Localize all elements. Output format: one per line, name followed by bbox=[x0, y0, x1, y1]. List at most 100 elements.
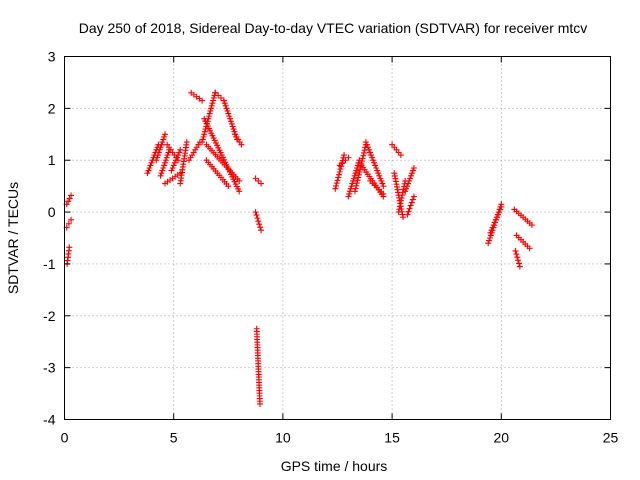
data-point bbox=[404, 183, 411, 190]
data-point bbox=[380, 190, 387, 197]
data-point bbox=[345, 154, 352, 161]
x-tick-label: 5 bbox=[170, 430, 178, 446]
data-point bbox=[207, 107, 214, 114]
data-point bbox=[342, 157, 349, 164]
data-point bbox=[161, 131, 168, 138]
data-point bbox=[218, 94, 225, 101]
data-point bbox=[252, 209, 259, 216]
x-tick-label: 20 bbox=[494, 430, 510, 446]
data-point bbox=[372, 162, 379, 169]
data-point bbox=[170, 162, 177, 169]
data-point bbox=[410, 193, 417, 200]
data-point bbox=[236, 188, 243, 195]
data-point bbox=[255, 218, 262, 225]
data-point bbox=[516, 263, 523, 270]
data-point bbox=[397, 152, 404, 159]
data-point bbox=[208, 102, 215, 109]
data-point bbox=[201, 128, 208, 135]
data-point bbox=[335, 174, 342, 181]
data-point bbox=[175, 152, 182, 159]
data-point bbox=[223, 105, 230, 112]
data-point bbox=[379, 180, 386, 187]
data-point bbox=[157, 172, 164, 179]
data-point bbox=[252, 175, 259, 182]
data-point bbox=[365, 146, 372, 153]
data-point bbox=[352, 185, 359, 192]
data-point bbox=[528, 222, 535, 229]
data-point bbox=[407, 175, 414, 182]
data-point bbox=[486, 235, 493, 241]
data-point bbox=[163, 154, 170, 161]
data-point bbox=[362, 139, 369, 146]
data-point bbox=[355, 171, 362, 178]
data-point bbox=[210, 94, 217, 101]
grid bbox=[64, 56, 611, 420]
y-tick-label: -4 bbox=[43, 412, 56, 428]
data-point bbox=[226, 113, 233, 120]
data-point bbox=[221, 100, 228, 107]
data-point bbox=[158, 170, 165, 177]
data-point bbox=[258, 227, 265, 234]
data-point bbox=[160, 164, 167, 171]
data-point bbox=[498, 203, 505, 210]
data-point bbox=[355, 159, 362, 166]
data-point bbox=[147, 162, 154, 169]
data-point bbox=[256, 221, 263, 228]
data-point bbox=[399, 192, 406, 199]
data-point bbox=[405, 208, 412, 215]
data-point bbox=[400, 214, 407, 221]
data-point bbox=[146, 164, 153, 171]
data-point bbox=[402, 188, 409, 195]
x-tick-label: 0 bbox=[61, 430, 69, 446]
data-point bbox=[360, 149, 367, 156]
data-point bbox=[351, 172, 358, 179]
data-point bbox=[202, 126, 209, 133]
data-point bbox=[363, 141, 370, 148]
data-point bbox=[407, 202, 414, 209]
data-point bbox=[144, 170, 151, 177]
data-point bbox=[333, 182, 340, 189]
data-point bbox=[378, 177, 385, 184]
data-point bbox=[258, 180, 265, 187]
data-point bbox=[352, 170, 359, 177]
x-axis-label: GPS time / hours bbox=[281, 458, 388, 474]
data-point bbox=[339, 159, 346, 166]
data-point bbox=[353, 167, 360, 174]
data-points bbox=[63, 89, 535, 407]
data-point bbox=[491, 219, 498, 226]
data-point bbox=[230, 126, 237, 133]
data-point bbox=[254, 215, 261, 222]
data-point bbox=[210, 97, 217, 104]
x-tick-label: 15 bbox=[384, 430, 400, 446]
data-point bbox=[485, 240, 492, 247]
data-point bbox=[68, 192, 75, 199]
data-point bbox=[161, 133, 168, 140]
data-point bbox=[487, 229, 494, 236]
y-tick-label: 2 bbox=[48, 100, 56, 116]
data-point bbox=[380, 183, 387, 190]
data-point bbox=[224, 107, 231, 114]
data-point bbox=[332, 185, 339, 192]
data-point bbox=[199, 136, 206, 143]
data-point bbox=[229, 123, 236, 130]
data-point bbox=[489, 224, 496, 231]
data-point bbox=[396, 206, 403, 213]
data-point bbox=[341, 152, 348, 159]
data-point bbox=[371, 159, 378, 166]
data-point bbox=[408, 170, 415, 177]
data-point bbox=[66, 195, 73, 202]
data-point bbox=[225, 183, 232, 190]
data-point bbox=[154, 154, 161, 161]
data-point bbox=[227, 115, 234, 122]
data-point bbox=[360, 152, 367, 159]
data-point bbox=[205, 113, 212, 120]
data-point bbox=[168, 167, 175, 174]
data-point bbox=[160, 136, 167, 143]
y-tick-label: 0 bbox=[48, 204, 56, 220]
data-point bbox=[161, 159, 168, 166]
data-point bbox=[353, 180, 360, 187]
data-point bbox=[164, 152, 171, 159]
data-point bbox=[337, 166, 344, 173]
x-tick-label: 25 bbox=[603, 430, 619, 446]
data-point bbox=[253, 212, 260, 219]
